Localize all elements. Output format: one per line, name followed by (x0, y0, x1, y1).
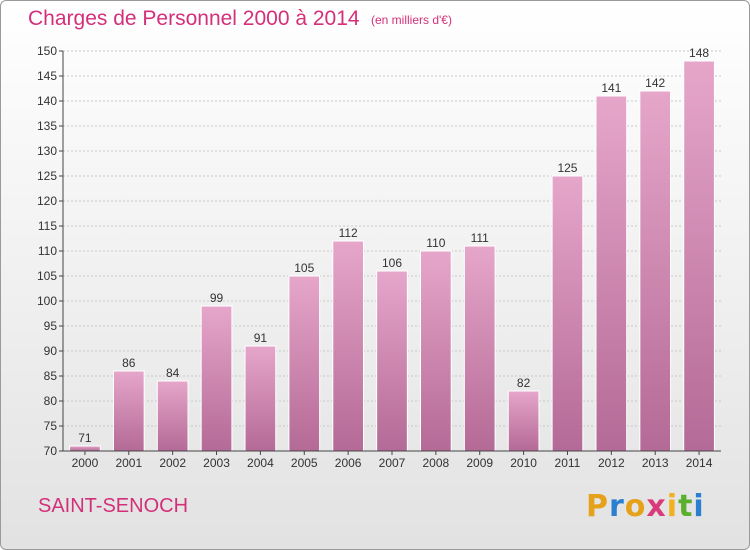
bar-2004 (244, 345, 277, 452)
bar-2000 (69, 445, 101, 452)
y-tick-label: 115 (38, 219, 57, 233)
logo-letter: i (666, 489, 679, 524)
data-label: 112 (339, 226, 358, 240)
bar-2003 (200, 305, 233, 452)
y-tick-label: 90 (44, 344, 58, 358)
bar-2002 (156, 380, 189, 452)
bar-2010 (507, 390, 540, 452)
y-tick-label: 105 (37, 269, 57, 283)
data-label: 148 (689, 46, 709, 60)
y-tick-label: 145 (37, 69, 57, 83)
bar-2001 (112, 370, 145, 452)
axes (62, 51, 721, 455)
y-tick-label: 80 (44, 394, 58, 408)
x-tick-label: 2014 (686, 456, 713, 470)
x-tick-label: 2007 (379, 456, 406, 470)
data-label: 106 (382, 256, 402, 270)
x-tick-label: 2003 (203, 456, 230, 470)
x-tick-label: 2013 (642, 456, 669, 470)
data-label: 105 (294, 261, 314, 275)
x-tick-labels: 2000 2001 2002 2003 2004 2005 2006 2007 2008 2009… (72, 456, 713, 470)
bars (69, 60, 715, 452)
data-label: 110 (426, 236, 445, 250)
x-tick-label: 2008 (423, 456, 450, 470)
logo-letter: i (693, 489, 705, 524)
bar-2013 (639, 90, 672, 452)
bar-2008 (420, 250, 452, 452)
logo-letter: P (586, 489, 609, 524)
data-label: 82 (517, 376, 531, 390)
y-tick-label: 135 (37, 119, 57, 133)
y-tick-label: 95 (44, 319, 58, 333)
y-tick-label: 120 (37, 194, 57, 208)
proxiti-logo: Proxiti (586, 489, 705, 524)
data-labels: 71 86 84 99 91 105 112 106 110 111 82 125 141 142 148 (78, 46, 709, 445)
y-tick-label: 110 (38, 244, 57, 258)
chart-unit: (en milliers d'€) (371, 13, 452, 27)
y-tick-label: 85 (44, 369, 58, 383)
x-tick-label: 2001 (115, 456, 142, 470)
bar-2011 (551, 175, 584, 452)
data-label: 71 (78, 431, 92, 445)
data-label: 111 (471, 231, 490, 245)
x-tick-label: 2002 (159, 456, 186, 470)
x-tick-label: 2009 (466, 456, 493, 470)
data-label: 91 (254, 331, 268, 345)
data-label: 84 (166, 366, 180, 380)
logo-letter: o (624, 489, 647, 524)
data-label: 141 (601, 81, 621, 95)
x-tick-label: 2005 (291, 456, 318, 470)
bar-2009 (463, 245, 496, 452)
logo-letter: r (609, 489, 625, 524)
y-tick-label: 140 (37, 94, 57, 108)
logo-letter: x (646, 489, 667, 524)
bar-2005 (288, 275, 321, 452)
bar-2006 (332, 240, 364, 452)
y-tick-label: 100 (37, 294, 57, 308)
y-tick-label: 130 (37, 144, 57, 158)
x-tick-label: 2004 (247, 456, 274, 470)
y-tick-label: 125 (37, 169, 57, 183)
x-tick-label: 2006 (335, 456, 362, 470)
data-label: 142 (645, 76, 665, 90)
commune-name: SAINT-SENOCH (38, 495, 189, 517)
chart-title: Charges de Personnel 2000 à 2014 (28, 7, 360, 30)
bar-2007 (376, 270, 408, 452)
bar-2012 (595, 95, 628, 452)
y-tick-labels: 70 75 80 85 90 95 100 105 110 115 120 125 130 135 140 1… (37, 44, 57, 458)
data-label: 125 (557, 161, 577, 175)
data-label: 86 (122, 356, 136, 370)
x-tick-label: 2011 (555, 456, 581, 470)
bar-2014 (683, 60, 715, 452)
y-tick-label: 75 (44, 419, 58, 433)
x-tick-label: 2012 (598, 456, 625, 470)
data-label: 99 (210, 291, 224, 305)
logo-letter: t (678, 489, 694, 524)
x-tick-label: 2000 (72, 456, 99, 470)
x-tick-label: 2010 (510, 456, 537, 470)
y-tick-label: 70 (44, 444, 58, 458)
y-tick-label: 150 (37, 44, 57, 58)
